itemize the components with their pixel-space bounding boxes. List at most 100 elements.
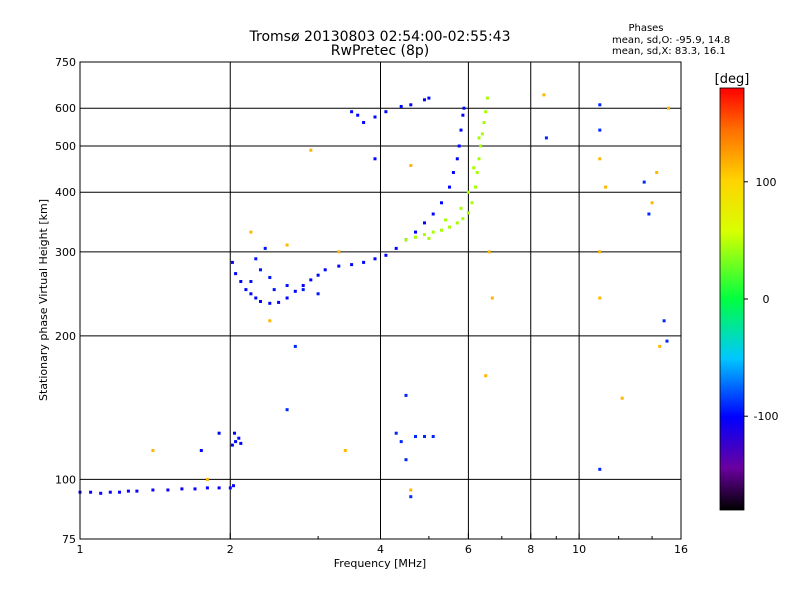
data-point	[234, 440, 238, 444]
data-point	[466, 211, 470, 215]
chart-title: Tromsø 20130803 02:54:00-02:55:43	[249, 29, 511, 45]
data-point	[337, 250, 341, 254]
data-point	[350, 110, 354, 114]
data-point	[151, 488, 155, 492]
data-point	[665, 339, 669, 343]
data-point	[423, 435, 426, 438]
grid	[80, 62, 681, 539]
x-tick-label: 8	[527, 543, 534, 556]
data-point	[431, 230, 435, 234]
data-point	[234, 272, 238, 276]
data-point	[180, 487, 184, 491]
data-point	[151, 449, 155, 452]
data-point	[285, 408, 289, 412]
colorbar	[719, 87, 745, 511]
data-point	[230, 260, 234, 264]
data-point	[135, 489, 139, 493]
data-point	[404, 393, 408, 397]
data-point	[477, 157, 481, 161]
data-point	[477, 136, 481, 140]
data-point	[598, 250, 602, 254]
data-point	[384, 110, 388, 114]
data-points	[78, 93, 670, 499]
data-point	[373, 115, 377, 119]
data-point	[259, 300, 262, 303]
data-point	[448, 225, 451, 229]
data-point	[479, 144, 483, 148]
data-point	[232, 484, 235, 488]
data-point	[217, 431, 221, 435]
data-point	[604, 185, 608, 189]
data-point	[249, 230, 253, 234]
data-point	[233, 431, 236, 435]
data-point	[230, 443, 234, 447]
data-point	[244, 288, 248, 292]
data-point	[466, 190, 470, 194]
data-point	[404, 458, 408, 462]
data-point	[598, 128, 602, 132]
data-point	[484, 110, 488, 114]
data-point	[309, 148, 313, 152]
data-point	[658, 344, 662, 348]
y-tick-label: 100	[55, 473, 76, 486]
data-point	[316, 273, 320, 277]
data-point	[409, 488, 413, 492]
data-point	[475, 171, 479, 174]
data-point	[301, 288, 305, 292]
x-tick-label: 16	[674, 543, 688, 556]
x-tick-label: 10	[572, 543, 586, 556]
data-point	[99, 491, 103, 495]
data-point	[237, 436, 241, 440]
data-point	[384, 253, 388, 257]
data-point	[301, 284, 305, 287]
data-point	[205, 486, 209, 490]
y-tick-label: 200	[55, 330, 76, 343]
data-point	[373, 257, 377, 261]
data-point	[239, 280, 243, 283]
data-point	[285, 243, 289, 247]
data-point	[193, 487, 197, 491]
data-point	[485, 96, 489, 100]
data-point	[249, 292, 253, 296]
data-point	[205, 477, 209, 481]
data-point	[399, 440, 403, 444]
y-tick-label: 750	[55, 56, 76, 69]
data-point	[293, 289, 297, 293]
data-point	[444, 218, 448, 222]
data-point	[451, 171, 455, 174]
data-point	[542, 93, 546, 97]
data-point	[277, 300, 281, 304]
data-point	[373, 157, 377, 161]
data-point	[461, 113, 465, 117]
data-point	[394, 431, 398, 435]
data-point	[423, 221, 426, 225]
data-point	[118, 490, 121, 494]
data-point	[544, 136, 548, 140]
data-point	[272, 288, 276, 292]
data-point	[598, 157, 602, 161]
data-point	[285, 296, 289, 300]
data-point	[459, 206, 463, 210]
data-point	[356, 113, 360, 117]
data-point	[316, 292, 320, 296]
y-tick-label: 400	[55, 186, 76, 199]
data-point	[470, 201, 474, 205]
x-tick-label: 6	[465, 543, 472, 556]
phases-x-stats: mean, sd,X: 83.3, 16.1	[612, 46, 726, 57]
data-point	[268, 301, 272, 305]
y-axis-ticks: 75 100 200 300 400 500 600 750	[55, 56, 76, 546]
data-point	[461, 217, 465, 221]
data-point	[217, 486, 221, 490]
data-point	[484, 374, 488, 378]
data-point	[199, 449, 203, 452]
data-point	[440, 201, 443, 205]
data-point	[362, 121, 366, 124]
data-point	[455, 221, 459, 225]
colorbar-ticks: 100 0 -100	[744, 176, 778, 423]
y-tick-label: 75	[62, 533, 76, 546]
data-point	[480, 132, 484, 136]
data-point	[431, 212, 435, 216]
data-point	[655, 171, 659, 174]
y-tick-label: 300	[55, 246, 76, 259]
